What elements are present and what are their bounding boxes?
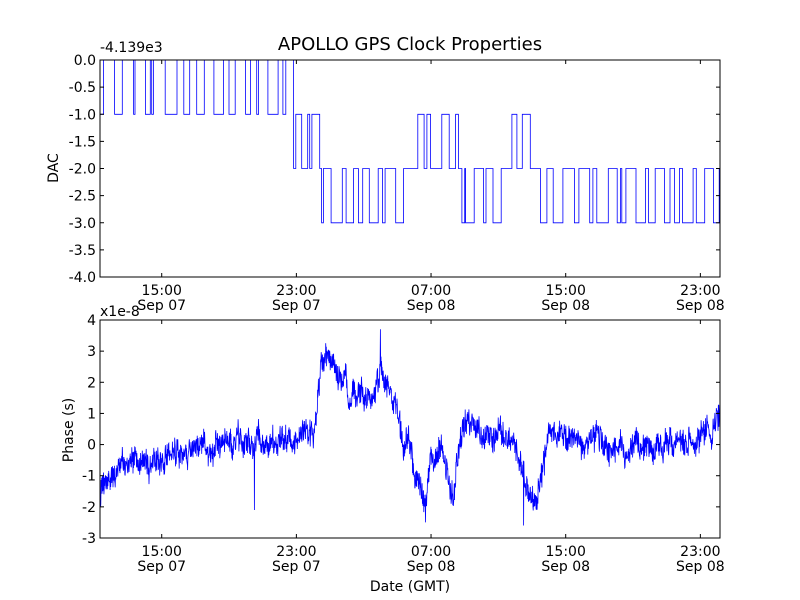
phase-x-tick-date: Sep 08	[407, 559, 456, 575]
dac-x-tick-date: Sep 08	[676, 298, 725, 314]
dac-line	[100, 59, 720, 224]
dac-x-tick-time: 15:00	[546, 283, 586, 299]
phase-x-tick-time: 15:00	[142, 544, 182, 560]
phase-offset-label: x1e-8	[100, 304, 140, 320]
phase-y-tick-label: 2	[87, 375, 96, 391]
dac-x-tick-date: Sep 07	[137, 298, 186, 314]
dac-x-tick-time: 07:00	[411, 283, 451, 299]
phase-x-tick-date: Sep 07	[272, 559, 321, 575]
phase-y-tick-label: -3	[82, 531, 96, 547]
dac-y-tick-label: -1.0	[69, 107, 96, 123]
dac-axes: 0.0 -0.5 -1.0 -1.5 -2.0 -2.5 -3.0 -3.5 -4.0 15:0…	[46, 40, 725, 314]
dac-x-tick-time: 23:00	[276, 283, 316, 299]
dac-x-tick-date: Sep 07	[272, 298, 321, 314]
dac-y-ticks: 0.0 -0.5 -1.0 -1.5 -2.0 -2.5 -3.0 -3.5 -4.0	[69, 53, 720, 286]
phase-y-axis-label: Phase (s)	[61, 398, 77, 462]
dac-x-tick-date: Sep 08	[407, 298, 456, 314]
phase-x-tick-date: Sep 07	[137, 559, 186, 575]
phase-x-tick-date: Sep 08	[541, 559, 590, 575]
chart-title: APOLLO GPS Clock Properties	[278, 34, 542, 55]
phase-x-tick-time: 07:00	[411, 544, 451, 560]
dac-offset-label: -4.139e3	[100, 40, 163, 56]
phase-x-tick-date: Sep 08	[676, 559, 725, 575]
phase-x-tick-time: 23:00	[276, 544, 316, 560]
dac-x-tick-time: 15:00	[142, 283, 182, 299]
dac-y-tick-label: -3.5	[69, 243, 96, 259]
phase-line	[99, 329, 721, 526]
phase-x-tick-time: 15:00	[546, 544, 586, 560]
dac-y-axis-label: DAC	[46, 153, 62, 183]
phase-x-axis-label: Date (GMT)	[370, 579, 450, 595]
phase-y-tick-label: -2	[82, 500, 96, 516]
phase-y-tick-label: -1	[82, 469, 96, 485]
dac-x-tick-time: 23:00	[680, 283, 720, 299]
dac-y-tick-label: -3.0	[69, 216, 96, 232]
dac-y-tick-label: -1.5	[69, 134, 96, 150]
phase-y-tick-label: 0	[87, 438, 96, 454]
phase-y-tick-label: 4	[87, 313, 96, 329]
dac-y-tick-label: -2.0	[69, 162, 96, 178]
phase-y-ticks: -3 -2 -1 0 1 2 3 4	[82, 313, 720, 547]
phase-x-tick-time: 23:00	[680, 544, 720, 560]
dac-y-tick-label: -4.0	[69, 270, 96, 286]
phase-y-tick-label: 1	[87, 406, 96, 422]
dac-y-tick-label: -0.5	[69, 80, 96, 96]
phase-axes-frame	[99, 319, 721, 539]
dac-y-tick-label: -2.5	[69, 189, 96, 205]
dac-x-tick-date: Sep 08	[541, 298, 590, 314]
phase-y-tick-label: 3	[87, 344, 96, 360]
phase-series	[99, 329, 721, 526]
dac-y-tick-label: 0.0	[74, 53, 96, 69]
dac-series	[100, 59, 720, 224]
